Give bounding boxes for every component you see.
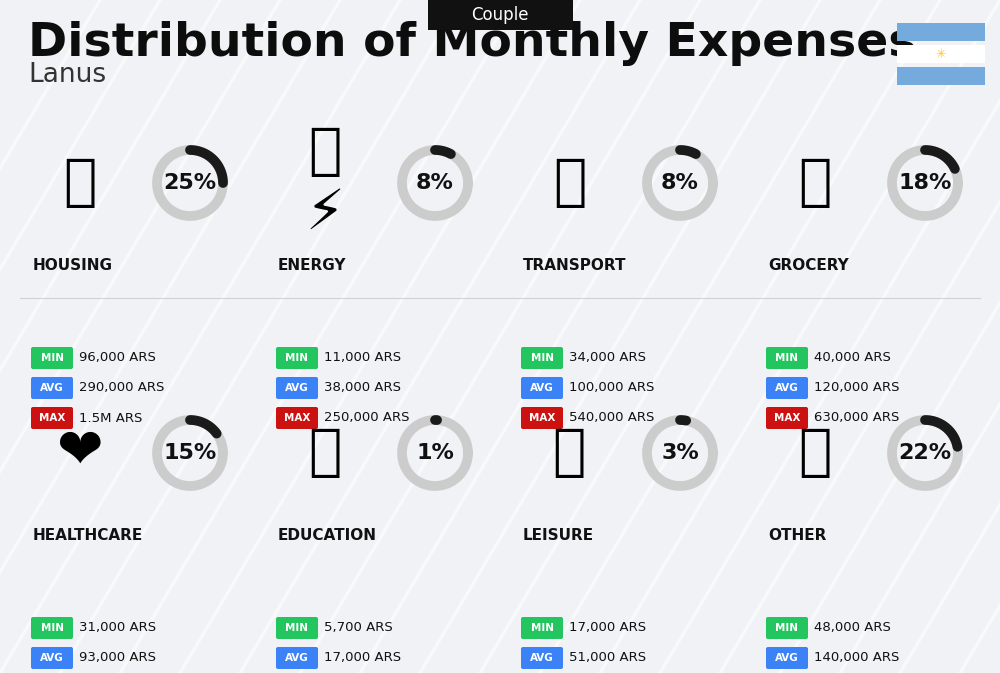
Text: AVG: AVG: [530, 383, 554, 393]
Text: 140,000 ARS: 140,000 ARS: [814, 651, 899, 664]
Text: 25%: 25%: [163, 173, 217, 193]
Text: HEALTHCARE: HEALTHCARE: [33, 528, 143, 543]
Text: 34,000 ARS: 34,000 ARS: [569, 351, 646, 365]
Text: MIN: MIN: [40, 353, 64, 363]
FancyBboxPatch shape: [276, 617, 318, 639]
Text: 31,000 ARS: 31,000 ARS: [79, 621, 156, 635]
Text: OTHER: OTHER: [768, 528, 826, 543]
Text: EDUCATION: EDUCATION: [278, 528, 377, 543]
Text: 93,000 ARS: 93,000 ARS: [79, 651, 156, 664]
Text: 630,000 ARS: 630,000 ARS: [814, 411, 899, 425]
FancyBboxPatch shape: [766, 377, 808, 399]
FancyBboxPatch shape: [276, 347, 318, 369]
Text: AVG: AVG: [775, 383, 799, 393]
Text: MIN: MIN: [286, 623, 308, 633]
Text: MIN: MIN: [530, 623, 554, 633]
Text: 3%: 3%: [661, 443, 699, 463]
Text: 🎓: 🎓: [308, 426, 342, 480]
Text: Distribution of Monthly Expenses: Distribution of Monthly Expenses: [28, 20, 916, 65]
Text: 8%: 8%: [416, 173, 454, 193]
Text: AVG: AVG: [40, 383, 64, 393]
Text: 8%: 8%: [661, 173, 699, 193]
Text: 11,000 ARS: 11,000 ARS: [324, 351, 401, 365]
Text: MAX: MAX: [529, 413, 555, 423]
FancyBboxPatch shape: [276, 407, 318, 429]
Text: 250,000 ARS: 250,000 ARS: [324, 411, 410, 425]
FancyBboxPatch shape: [766, 347, 808, 369]
FancyBboxPatch shape: [276, 647, 318, 669]
Text: 51,000 ARS: 51,000 ARS: [569, 651, 646, 664]
Text: 17,000 ARS: 17,000 ARS: [569, 621, 646, 635]
Text: 18%: 18%: [898, 173, 952, 193]
Text: 🏢: 🏢: [63, 156, 97, 210]
FancyBboxPatch shape: [521, 617, 563, 639]
FancyBboxPatch shape: [428, 0, 572, 30]
FancyBboxPatch shape: [521, 377, 563, 399]
FancyBboxPatch shape: [766, 647, 808, 669]
Text: GROCERY: GROCERY: [768, 258, 849, 273]
Text: 290,000 ARS: 290,000 ARS: [79, 382, 164, 394]
Text: MIN: MIN: [776, 623, 798, 633]
FancyBboxPatch shape: [766, 407, 808, 429]
FancyBboxPatch shape: [276, 377, 318, 399]
Text: 17,000 ARS: 17,000 ARS: [324, 651, 401, 664]
Text: ENERGY: ENERGY: [278, 258, 347, 273]
Text: 5,700 ARS: 5,700 ARS: [324, 621, 393, 635]
Text: ❤️: ❤️: [57, 426, 103, 480]
FancyBboxPatch shape: [31, 617, 73, 639]
FancyBboxPatch shape: [897, 67, 985, 85]
Text: 120,000 ARS: 120,000 ARS: [814, 382, 900, 394]
Text: 540,000 ARS: 540,000 ARS: [569, 411, 654, 425]
Text: 22%: 22%: [898, 443, 952, 463]
Text: 15%: 15%: [163, 443, 217, 463]
Text: Couple: Couple: [471, 6, 529, 24]
Text: TRANSPORT: TRANSPORT: [523, 258, 626, 273]
FancyBboxPatch shape: [31, 347, 73, 369]
Text: 🏠
⚡: 🏠 ⚡: [306, 125, 344, 241]
Text: AVG: AVG: [285, 383, 309, 393]
Text: 100,000 ARS: 100,000 ARS: [569, 382, 654, 394]
FancyBboxPatch shape: [31, 407, 73, 429]
Text: HOUSING: HOUSING: [33, 258, 113, 273]
Text: 40,000 ARS: 40,000 ARS: [814, 351, 891, 365]
Text: MIN: MIN: [776, 353, 798, 363]
FancyBboxPatch shape: [31, 647, 73, 669]
Text: MAX: MAX: [39, 413, 65, 423]
Text: MIN: MIN: [530, 353, 554, 363]
Text: ✳: ✳: [936, 48, 946, 61]
FancyBboxPatch shape: [31, 377, 73, 399]
Text: 48,000 ARS: 48,000 ARS: [814, 621, 891, 635]
Text: LEISURE: LEISURE: [523, 528, 594, 543]
Text: 96,000 ARS: 96,000 ARS: [79, 351, 156, 365]
Text: 1.5M ARS: 1.5M ARS: [79, 411, 142, 425]
Text: AVG: AVG: [530, 653, 554, 663]
Text: 👜: 👜: [798, 426, 832, 480]
Text: 🛍️: 🛍️: [553, 426, 587, 480]
FancyBboxPatch shape: [897, 45, 985, 63]
Text: MIN: MIN: [286, 353, 308, 363]
Text: AVG: AVG: [285, 653, 309, 663]
Text: 🚌: 🚌: [553, 156, 587, 210]
Text: 1%: 1%: [416, 443, 454, 463]
FancyBboxPatch shape: [521, 647, 563, 669]
Text: AVG: AVG: [775, 653, 799, 663]
Text: 🛒: 🛒: [798, 156, 832, 210]
Text: MAX: MAX: [774, 413, 800, 423]
Text: MIN: MIN: [40, 623, 64, 633]
Text: AVG: AVG: [40, 653, 64, 663]
FancyBboxPatch shape: [521, 407, 563, 429]
Text: Lanus: Lanus: [28, 62, 106, 88]
FancyBboxPatch shape: [521, 347, 563, 369]
FancyBboxPatch shape: [766, 617, 808, 639]
Text: MAX: MAX: [284, 413, 310, 423]
Text: 38,000 ARS: 38,000 ARS: [324, 382, 401, 394]
FancyBboxPatch shape: [897, 23, 985, 41]
